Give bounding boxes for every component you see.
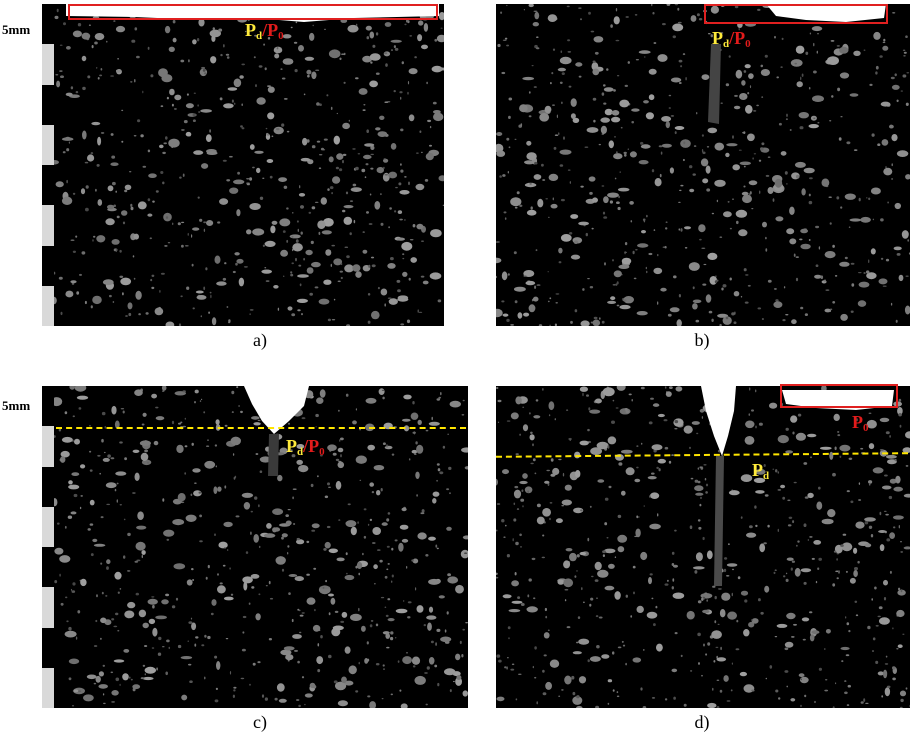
highlight-box-b [704,4,888,24]
panel-a-caption: a) [253,330,267,350]
panel-b-caption: b) [694,330,710,350]
panel-c-label: Pd/P0 [286,436,325,458]
scale-bar-bottom [42,386,54,708]
scale-bar-top [42,4,54,326]
scale-label-top: 5mm [2,22,31,37]
panel-d-label-pd: Pd [752,460,770,482]
panel-d-image [496,386,910,708]
panel-a-image [54,4,444,326]
panel-b-image [496,4,910,326]
panel-a-label: Pd/P0 [245,20,284,42]
panel-b-label: Pd/P0 [712,28,751,50]
dashed-line-c [56,427,466,429]
panel-c-caption: c) [253,712,267,732]
highlight-box-a [68,4,438,20]
panel-d-caption: d) [694,712,710,732]
panel-c-image [54,386,468,708]
panel-d-label-p0: P0 [852,412,869,434]
scale-label-bottom: 5mm [2,398,31,413]
highlight-box-d [780,384,898,408]
